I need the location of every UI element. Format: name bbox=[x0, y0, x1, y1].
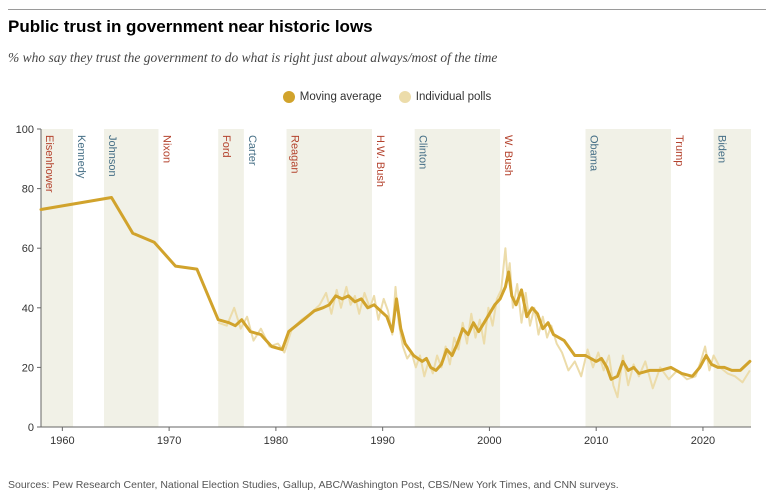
legend: Moving average Individual polls bbox=[0, 91, 774, 106]
presidency-label-w-bush: W. Bush bbox=[502, 135, 514, 176]
moving-average-layer bbox=[39, 196, 752, 381]
source-note: Sources: Pew Research Center, National E… bbox=[8, 479, 619, 491]
x-tick-label: 1980 bbox=[264, 435, 288, 447]
y-tick-label: 20 bbox=[22, 362, 34, 374]
presidency-band-biden bbox=[713, 129, 751, 427]
x-tick-label: 1960 bbox=[50, 435, 74, 447]
presidency-band-reagan bbox=[286, 129, 372, 427]
legend-label-individual-polls: Individual polls bbox=[415, 91, 492, 103]
presidency-label-carter: Carter bbox=[246, 135, 258, 166]
presidency-label-trump: Trump bbox=[673, 135, 685, 166]
presidency-labels-layer: Eisenhower Kennedy Johnson Nixon Ford Carter R… bbox=[43, 135, 728, 193]
presidency-label-nixon: Nixon bbox=[160, 135, 172, 163]
y-tick-label: 80 bbox=[22, 184, 34, 196]
axes-layer: 0 20 40 60 80 100 1960 1970 1980 1990 2000 2010 2020 bbox=[16, 124, 751, 447]
y-tick-label: 0 bbox=[28, 422, 34, 434]
x-tick-label: 2000 bbox=[477, 435, 501, 447]
legend-item-individual-polls: Individual polls bbox=[398, 91, 492, 103]
legend-label-moving-average: Moving average bbox=[299, 91, 382, 103]
y-tick-label: 100 bbox=[16, 124, 34, 136]
presidency-label-h-w-bush: H.W. Bush bbox=[374, 135, 386, 187]
y-tick-label: 40 bbox=[22, 303, 34, 315]
presidency-label-johnson: Johnson bbox=[106, 135, 118, 177]
x-tick-label: 2010 bbox=[584, 435, 608, 447]
presidency-band-eisenhower bbox=[41, 129, 74, 427]
y-tick-label: 60 bbox=[22, 243, 34, 255]
chart-title: Public trust in government near historic… bbox=[8, 17, 373, 36]
presidency-label-reagan: Reagan bbox=[289, 135, 301, 174]
legend-swatch-individual-polls bbox=[398, 91, 411, 103]
presidency-label-kennedy: Kennedy bbox=[75, 135, 87, 179]
presidency-band-clinton bbox=[414, 129, 501, 427]
top-rule bbox=[8, 9, 766, 10]
presidency-label-biden: Biden bbox=[716, 135, 728, 163]
presidency-band-ford bbox=[218, 129, 244, 427]
x-tick-label: 1990 bbox=[370, 435, 394, 447]
x-tick-label: 2020 bbox=[691, 435, 715, 447]
presidency-label-clinton: Clinton bbox=[417, 135, 429, 169]
presidency-band-johnson bbox=[103, 129, 159, 427]
x-tick-label: 1970 bbox=[157, 435, 181, 447]
legend-item-moving-average: Moving average bbox=[282, 91, 382, 103]
presidency-label-obama: Obama bbox=[588, 135, 600, 172]
chart-subtitle: % who say they trust the government to d… bbox=[8, 50, 498, 65]
presidency-shading-layer bbox=[41, 129, 751, 427]
presidency-label-ford: Ford bbox=[220, 135, 232, 158]
moving-average-line bbox=[39, 196, 752, 381]
legend-swatch-moving-average bbox=[282, 91, 295, 103]
presidency-label-eisenhower: Eisenhower bbox=[43, 135, 55, 193]
